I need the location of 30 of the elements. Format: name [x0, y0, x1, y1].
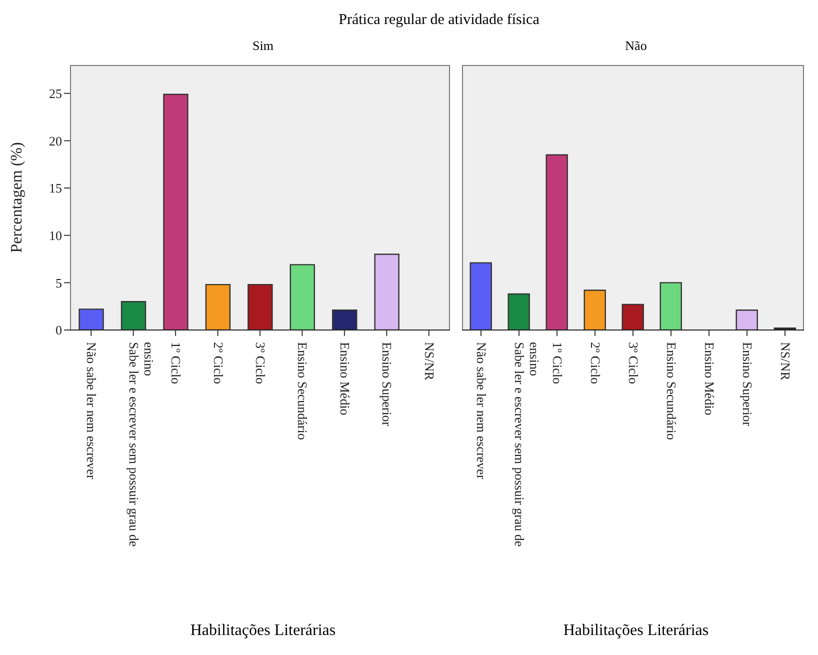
chart-title: Prática regular de atividade física	[338, 11, 540, 30]
x-tick-label: Não sabe ler nem escrever	[84, 342, 100, 480]
x-tick-label: Ensino Médio	[337, 342, 352, 416]
y-axis-title: Percentagem (%)	[8, 142, 26, 253]
x-tick-label: Ensino Secundário	[664, 342, 679, 440]
x-tick-label: Ensino Superior	[740, 342, 755, 427]
x-tick-label: Ensino Secundário	[295, 342, 310, 440]
x-tick-label: 2º Ciclo	[588, 342, 603, 384]
x-tick-label: 3º Ciclo	[626, 342, 641, 384]
y-tick-label: 0	[56, 322, 62, 338]
x-tick-label: NS/NR	[422, 342, 437, 381]
x-tick-label: Sabe ler e escrever sem possuir grau de ensino	[126, 342, 156, 547]
chart-subtitle: Não	[624, 38, 648, 55]
x-tick-label: Ensino Médio	[702, 342, 717, 416]
x-tick-label: Sabe ler e escrever sem possuir grau de ensino	[512, 342, 542, 547]
y-tick-label: 25	[49, 86, 62, 102]
x-tick-label: 3º Ciclo	[253, 342, 268, 384]
x-tick-label: 1º Ciclo	[550, 342, 565, 384]
x-tick-label: Não sabe ler nem escrever	[474, 342, 489, 480]
chart-subtitle: Sim	[252, 38, 274, 55]
x-axis-title: Habilitações Literárias	[562, 622, 710, 640]
y-tick-label: 5	[56, 275, 62, 290]
x-tick-label: Ensino Superior	[380, 342, 395, 427]
y-tick-label: 20	[49, 133, 62, 148]
x-tick-label: NS/NR	[778, 342, 793, 381]
y-tick-label: 10	[49, 228, 62, 243]
y-tick-label: 15	[49, 180, 62, 196]
x-tick-label: 2º Ciclo	[210, 342, 226, 384]
x-axis-title: Habilitações Literárias	[189, 622, 337, 640]
x-tick-label: 1º Ciclo	[168, 342, 184, 384]
